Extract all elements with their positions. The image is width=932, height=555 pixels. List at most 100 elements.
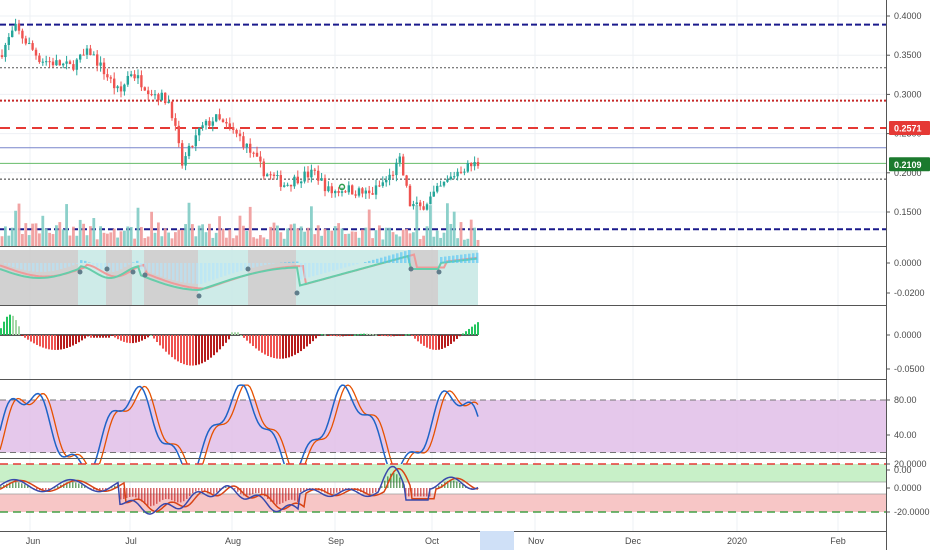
histogram-bar	[156, 335, 158, 342]
candle-body	[365, 191, 367, 194]
volume-bar	[463, 240, 466, 246]
histogram-bar	[357, 334, 359, 335]
histogram-bar	[210, 335, 212, 358]
oscillator-bar	[4, 263, 7, 264]
histogram-bar	[126, 335, 128, 343]
oscillator-bar	[100, 263, 103, 269]
volume-bar	[228, 229, 231, 246]
candle-body	[42, 62, 44, 63]
histogram-bar	[333, 335, 335, 336]
histogram-bar	[243, 335, 245, 338]
histogram-bar	[54, 335, 56, 350]
oscillator-bar	[268, 263, 271, 264]
histogram-bar	[60, 335, 62, 350]
volume-bar	[364, 228, 367, 246]
histogram-pane[interactable]	[0, 315, 479, 366]
candle-body	[72, 64, 74, 70]
oscillator-bar	[12, 263, 15, 267]
volume-bar	[375, 230, 378, 246]
volume-bar	[45, 229, 48, 246]
momentum-bar	[120, 488, 122, 499]
histogram-bar	[330, 335, 332, 336]
candle-body	[439, 186, 441, 187]
candle-body	[392, 175, 394, 176]
cross-dot	[143, 273, 148, 278]
histogram-bar	[27, 335, 29, 340]
volume-bar	[205, 232, 208, 246]
candle-body	[426, 204, 428, 209]
histogram-bar	[33, 335, 35, 343]
histogram-bar	[21, 335, 23, 336]
candle-body	[62, 64, 64, 66]
axis-tick-label: 0.3500	[894, 50, 922, 60]
cross-dot	[437, 270, 442, 275]
oscillator-bar	[404, 251, 407, 263]
histogram-bar	[435, 335, 437, 350]
volume-bar	[120, 231, 123, 246]
oscillator-bar	[348, 263, 351, 266]
candle-body	[147, 90, 149, 94]
oscillator-bar	[220, 263, 223, 277]
oscillator-bar	[236, 263, 239, 272]
oscillator-bar	[364, 262, 367, 263]
momentum-bar	[294, 488, 296, 500]
oscillator-bar	[292, 262, 295, 263]
cross-dot	[105, 267, 110, 272]
candle-body	[52, 62, 54, 66]
momentum-bar	[420, 488, 422, 496]
candle-body	[157, 94, 159, 100]
candle-body	[198, 128, 200, 135]
oscillator-bar	[68, 263, 71, 267]
candle-body	[14, 24, 16, 31]
histogram-bar	[63, 335, 65, 349]
volume-bar	[432, 237, 435, 246]
oscillator-bar	[8, 263, 11, 266]
candle-body	[456, 172, 458, 176]
volume-bar	[171, 238, 174, 246]
stochastic-pane[interactable]	[0, 385, 886, 467]
volume-bar	[269, 227, 272, 246]
histogram-bar	[477, 322, 479, 335]
momentum-bar	[339, 488, 341, 491]
volume-bar	[147, 237, 150, 246]
candle-body	[25, 38, 27, 43]
momentum-bar	[261, 488, 263, 494]
regime-band	[248, 250, 296, 305]
histogram-bar	[267, 335, 269, 356]
candle-body	[334, 191, 336, 193]
oscillator-pane[interactable]	[0, 250, 479, 305]
candle-body	[184, 156, 186, 165]
candle-body	[178, 126, 180, 143]
volume-bar	[133, 239, 136, 246]
oscillator-bar	[116, 263, 119, 271]
oscillator-bar	[164, 263, 167, 278]
oscillator-bar	[384, 257, 387, 263]
histogram-bar	[414, 335, 416, 339]
price-axis[interactable]: 0.40000.35000.30000.25000.20000.15000.00…	[886, 0, 932, 550]
candle-body	[127, 76, 129, 85]
volume-bar	[7, 236, 10, 246]
candle-body	[293, 177, 295, 187]
volume-bar	[14, 211, 17, 246]
histogram-bar	[36, 335, 38, 345]
histogram-bar	[141, 335, 143, 341]
momentum-bar	[258, 488, 260, 493]
momentum-pane[interactable]	[0, 464, 886, 514]
oscillator-bar	[456, 255, 459, 263]
candle-body	[256, 153, 258, 157]
oscillator-bar	[132, 262, 135, 263]
volume-bar	[310, 206, 313, 246]
volume-bar	[378, 225, 381, 246]
candle-body	[263, 161, 265, 176]
histogram-bar	[249, 335, 251, 343]
oscillator-bar	[252, 263, 255, 268]
momentum-bar	[375, 488, 377, 492]
stochastic-band	[0, 400, 886, 453]
candle-body	[368, 191, 370, 194]
candle-body	[161, 93, 163, 100]
momentum-bar	[24, 484, 26, 488]
momentum-bar	[384, 481, 386, 488]
